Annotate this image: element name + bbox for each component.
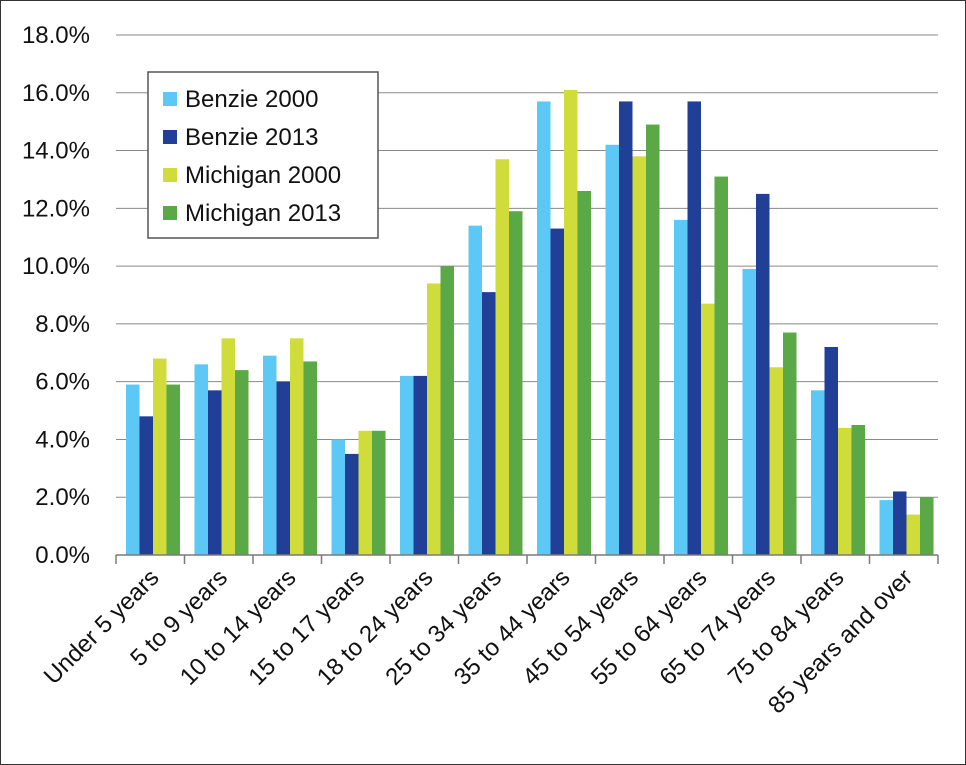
bar	[811, 390, 825, 555]
bar	[482, 292, 496, 555]
bar	[714, 176, 728, 556]
bars	[126, 89, 934, 556]
y-axis-tick-labels: 0.0% 2.0% 4.0% 6.0% 8.0% 10.0% 12.0% 14.0% 16.0%…	[22, 22, 90, 569]
y-tick-label: 12.0%	[22, 195, 90, 222]
legend-label: Benzie 2000	[185, 86, 318, 113]
bar	[427, 283, 441, 555]
bar	[331, 439, 345, 555]
bar	[303, 361, 317, 555]
bar	[550, 228, 564, 556]
bar	[577, 191, 591, 555]
legend-box	[147, 71, 379, 239]
bar	[372, 430, 386, 555]
bar	[537, 101, 551, 555]
legend-swatch	[163, 168, 177, 182]
bar	[509, 211, 523, 555]
bar	[769, 367, 783, 555]
y-tick-label: 4.0%	[35, 426, 90, 453]
legend-swatch	[163, 92, 177, 106]
bar	[290, 338, 304, 555]
bar	[139, 416, 153, 555]
bar	[345, 453, 359, 555]
y-tick-label: 0.0%	[35, 542, 90, 569]
legend: Benzie 2000 Benzie 2013 Michigan 2000 Michi…	[147, 71, 379, 239]
bar	[851, 425, 865, 555]
bar	[276, 381, 290, 555]
bar	[263, 355, 277, 555]
legend-swatch	[163, 130, 177, 144]
bar	[920, 497, 934, 555]
bar	[824, 347, 838, 555]
bar	[221, 338, 235, 555]
bar	[153, 358, 167, 555]
x-category-label: Under 5 years	[39, 564, 165, 690]
y-tick-label: 2.0%	[35, 484, 90, 511]
y-tick-label: 6.0%	[35, 369, 90, 396]
bar	[166, 384, 180, 555]
y-tick-label: 14.0%	[22, 138, 90, 165]
y-tick-label: 16.0%	[22, 80, 90, 107]
legend-swatch	[163, 206, 177, 220]
bar	[468, 225, 482, 555]
bar	[783, 332, 797, 555]
x-axis	[115, 554, 939, 564]
legend-label: Michigan 2013	[185, 200, 341, 227]
bar	[235, 370, 249, 555]
bar	[413, 375, 427, 555]
bar	[605, 144, 619, 555]
bar	[619, 101, 633, 555]
bar	[906, 514, 920, 555]
bar	[400, 375, 414, 555]
bar	[194, 364, 208, 555]
bar	[687, 101, 701, 555]
bar	[564, 89, 578, 555]
bar	[742, 269, 756, 555]
gridlines	[116, 34, 938, 498]
bar	[646, 124, 660, 556]
bar	[126, 384, 140, 555]
bar	[440, 266, 454, 555]
bar	[632, 156, 646, 556]
y-tick-label: 10.0%	[22, 253, 90, 280]
y-tick-label: 18.0%	[22, 22, 90, 49]
bar	[879, 500, 893, 555]
bar	[893, 491, 907, 555]
bar	[674, 219, 688, 555]
bar	[756, 193, 770, 555]
bar	[208, 390, 222, 555]
bar	[838, 427, 852, 555]
y-tick-label: 8.0%	[35, 311, 90, 338]
bar	[701, 303, 715, 555]
bar	[495, 159, 509, 555]
legend-label: Michigan 2000	[185, 162, 341, 189]
bar	[358, 430, 372, 555]
legend-label: Benzie 2013	[185, 124, 318, 151]
